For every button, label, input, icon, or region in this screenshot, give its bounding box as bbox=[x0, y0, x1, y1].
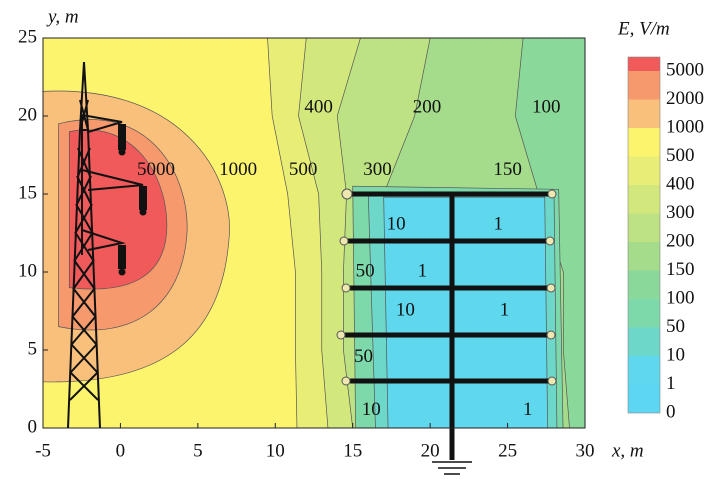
colorbar-swatch bbox=[628, 185, 660, 214]
colorbar-frame bbox=[627, 56, 661, 414]
y-tick-label: 25 bbox=[18, 26, 37, 47]
contour-label: 1 bbox=[418, 260, 428, 281]
tower bbox=[67, 61, 144, 429]
colorbar-swatch bbox=[628, 299, 660, 328]
x-tick-label: 15 bbox=[343, 440, 362, 461]
contour-label: 10 bbox=[387, 214, 406, 235]
colorbar-label: 1000 bbox=[666, 116, 704, 137]
colorbar-swatch bbox=[628, 128, 660, 157]
grid-ends bbox=[336, 188, 557, 386]
contour-label: 1000 bbox=[219, 159, 257, 180]
colorbar-label: 200 bbox=[666, 230, 695, 251]
colorbar-label: 400 bbox=[666, 173, 695, 194]
colorbar-swatch bbox=[628, 71, 660, 100]
colorbar-swatch bbox=[628, 356, 660, 385]
y-tick-label: 5 bbox=[28, 338, 38, 359]
structures bbox=[42, 37, 586, 475]
contour-label: 200 bbox=[413, 97, 442, 118]
colorbar-swatch bbox=[628, 99, 660, 128]
x-tick-label: 30 bbox=[576, 440, 595, 461]
contour-label: 50 bbox=[354, 346, 373, 367]
contour-label: 300 bbox=[363, 159, 392, 180]
contour-label: 1 bbox=[523, 399, 533, 420]
contour-label: 150 bbox=[493, 159, 522, 180]
contour-label: 50 bbox=[356, 260, 375, 281]
y-tick-label: 15 bbox=[18, 182, 37, 203]
colorbar-label: 1 bbox=[666, 373, 676, 394]
contour-label: 500 bbox=[289, 159, 318, 180]
contour-region bbox=[383, 196, 548, 428]
colorbar-label: 300 bbox=[666, 202, 695, 223]
colorbar-swatch bbox=[628, 270, 660, 299]
contour-label: 400 bbox=[304, 97, 333, 118]
colorbar-label: 2000 bbox=[666, 88, 704, 109]
grounding-grid bbox=[345, 191, 555, 460]
contour-label: 1 bbox=[494, 214, 504, 235]
colorbar-swatch bbox=[628, 384, 660, 413]
colorbar-label: 50 bbox=[666, 316, 685, 337]
contour-label: 10 bbox=[396, 299, 415, 320]
colorbar-swatch bbox=[628, 156, 660, 185]
ground-symbol bbox=[432, 461, 472, 475]
insulators bbox=[118, 124, 147, 276]
x-tick-label: -5 bbox=[35, 440, 51, 461]
y-tick-label: 0 bbox=[28, 416, 38, 437]
contour-label: 100 bbox=[532, 97, 561, 118]
colorbar-label: 100 bbox=[666, 287, 695, 308]
x-axis-label: x, m bbox=[611, 440, 644, 461]
colorbar-label: 0 bbox=[666, 401, 676, 422]
x-tick-label: 0 bbox=[116, 440, 126, 461]
y-axis-label: y, m bbox=[46, 6, 79, 27]
plot-frame bbox=[42, 37, 586, 429]
x-tick-label: 20 bbox=[421, 440, 440, 461]
colorbar-swatch bbox=[628, 57, 660, 71]
contour-label: 1 bbox=[500, 299, 510, 320]
contour-label: 10 bbox=[362, 399, 381, 420]
colorbar-swatch bbox=[628, 327, 660, 356]
colorbar-swatch bbox=[628, 242, 660, 271]
x-tick-label: 25 bbox=[498, 440, 517, 461]
colorbar-label: 5000 bbox=[666, 59, 704, 80]
x-tick-label: 5 bbox=[193, 440, 203, 461]
x-tick-label: 10 bbox=[266, 440, 285, 461]
colorbar-label: 500 bbox=[666, 145, 695, 166]
y-tick-label: 10 bbox=[18, 260, 37, 281]
colorbar-swatch bbox=[628, 213, 660, 242]
contour-label: 5000 bbox=[137, 159, 175, 180]
colorbar-label: 150 bbox=[666, 259, 695, 280]
y-tick-label: 20 bbox=[18, 104, 37, 125]
colorbar-label: 10 bbox=[666, 344, 685, 365]
colorbar-title: E, V/m bbox=[617, 18, 670, 39]
